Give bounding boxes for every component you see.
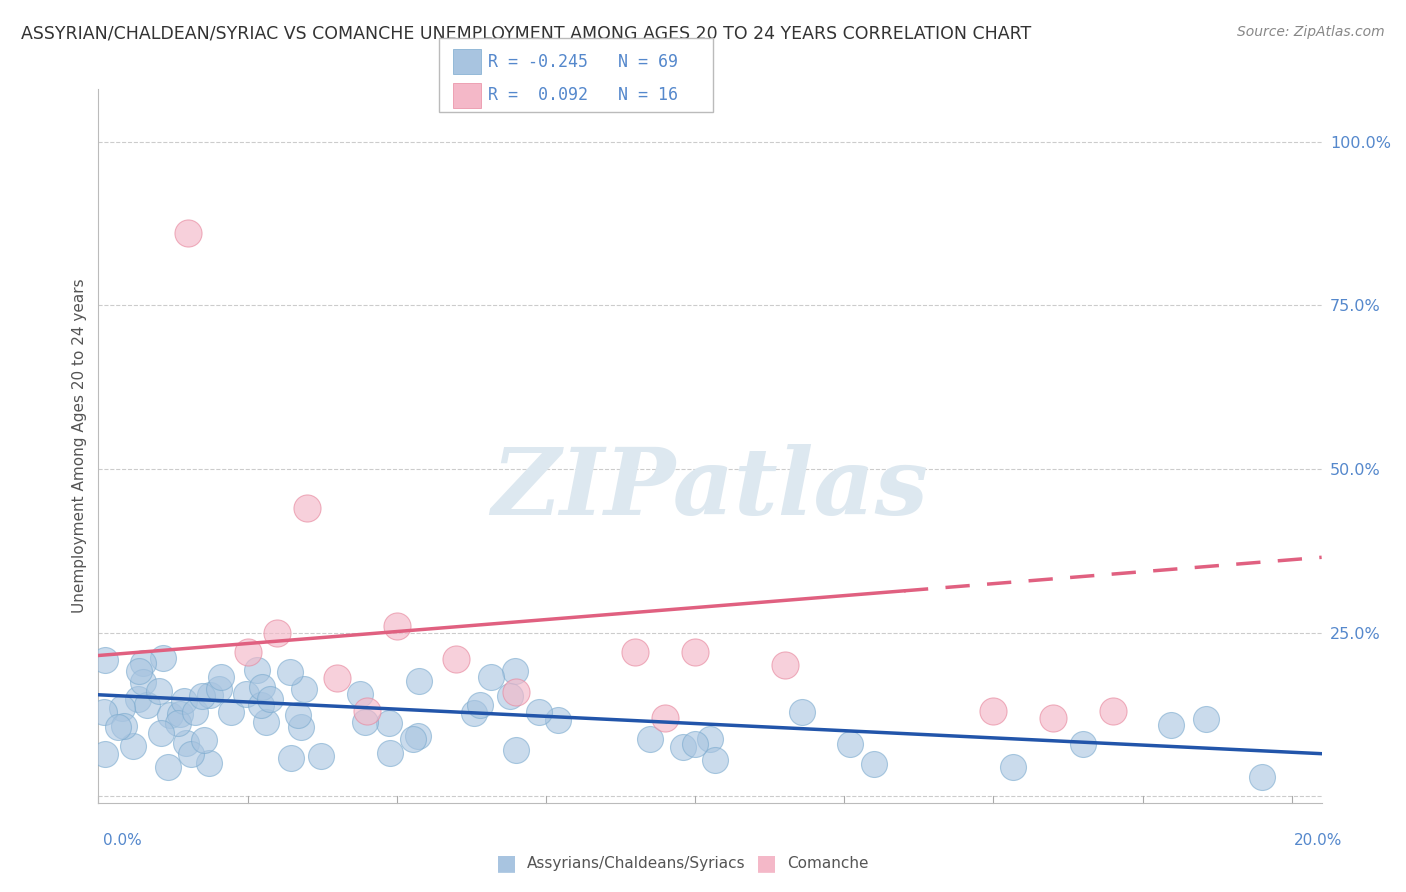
Point [297,501,319,516]
Point [198,756,221,771]
Point [1001,759,1024,773]
Point [499,689,522,703]
Point [378,716,401,731]
Point [200,688,222,702]
Point [356,704,378,718]
Point [166,715,188,730]
Point [385,619,408,633]
Point [174,736,197,750]
Text: ASSYRIAN/CHALDEAN/SYRIAC VS COMANCHE UNEMPLOYMENT AMONG AGES 20 TO 24 YEARS CORR: ASSYRIAN/CHALDEAN/SYRIAC VS COMANCHE UNE… [21,25,1032,43]
Point [863,756,886,771]
Point [773,658,796,673]
Point [683,645,706,659]
Text: R = -0.245   N = 69: R = -0.245 N = 69 [488,53,678,70]
Point [128,665,150,679]
Text: R =  0.092   N = 16: R = 0.092 N = 16 [488,87,678,104]
Point [792,705,814,719]
Point [349,687,371,701]
Point [704,754,727,768]
Point [838,737,860,751]
Point [683,737,706,751]
Point [236,645,259,659]
Point [1101,704,1123,718]
Point [107,720,129,734]
Point [326,672,349,686]
Point [132,656,155,670]
Point [380,746,402,760]
Point [250,680,273,694]
Point [112,719,135,733]
Point [547,713,569,727]
Point [266,625,288,640]
Point [1160,718,1182,732]
Point [177,226,200,240]
Point [180,747,202,762]
Point [638,731,661,746]
Point [1251,770,1274,784]
Point [1071,737,1094,751]
Text: Assyrians/Chaldeans/Syriacs: Assyrians/Chaldeans/Syriacs [527,856,745,871]
Point [93,705,115,719]
Point [246,663,269,677]
Point [278,665,301,679]
Point [505,742,527,756]
Point [254,714,277,729]
Point [671,739,693,754]
Text: Source: ZipAtlas.com: Source: ZipAtlas.com [1237,25,1385,39]
Point [654,711,676,725]
Point [311,749,333,764]
Point [94,747,117,762]
Point [527,705,550,719]
Point [148,684,170,698]
Point [287,708,309,723]
Point [354,714,377,729]
Point [481,670,503,684]
Text: Comanche: Comanche [787,856,869,871]
Point [406,729,429,743]
Point [149,726,172,740]
Point [250,698,273,713]
Point [169,706,191,721]
Point [463,706,485,720]
Point [402,731,425,746]
Point [111,701,134,715]
Text: ZIPatlas: ZIPatlas [492,444,928,533]
Point [468,698,491,713]
Point [157,760,180,774]
Point [1042,711,1064,725]
Point [235,687,257,701]
Point [208,681,231,696]
Point [127,692,149,706]
Text: ■: ■ [496,854,516,873]
Point [503,664,526,678]
Point [183,705,205,719]
Point [173,694,195,708]
Point [209,670,232,684]
Point [1195,712,1218,726]
Point [193,733,215,747]
Point [280,751,302,765]
Point [159,708,181,723]
Point [505,684,527,698]
Y-axis label: Unemployment Among Ages 20 to 24 years: Unemployment Among Ages 20 to 24 years [72,278,87,614]
Point [152,651,174,665]
Point [446,652,468,666]
Point [259,692,281,706]
Point [292,681,315,696]
Point [121,739,143,753]
Text: 20.0%: 20.0% [1295,833,1343,847]
Point [699,732,721,747]
Point [219,705,242,719]
Point [191,690,214,704]
Point [132,674,155,689]
Text: ■: ■ [756,854,776,873]
Point [624,645,647,659]
Point [135,698,157,713]
Text: 0.0%: 0.0% [103,833,142,847]
Point [94,653,117,667]
Point [983,704,1005,718]
Point [408,673,430,688]
Point [290,720,312,734]
